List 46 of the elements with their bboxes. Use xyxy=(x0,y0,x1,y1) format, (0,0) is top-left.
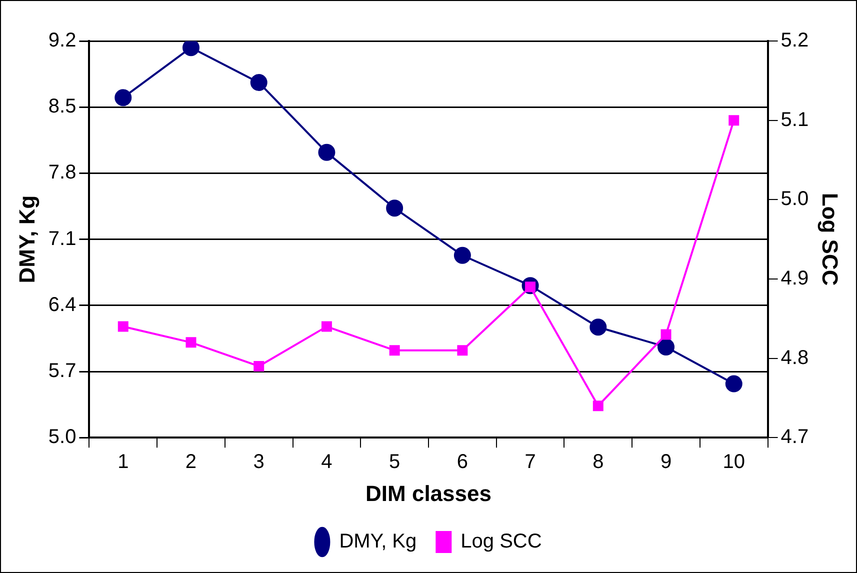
y2-tick-label: 4.7 xyxy=(780,426,809,448)
y-tick-label: 7.1 xyxy=(48,228,76,250)
point xyxy=(590,318,607,336)
legend-label: Log SCC xyxy=(460,530,542,553)
y2-axis-title: Log SCC xyxy=(818,192,843,286)
point xyxy=(386,200,404,217)
y2-tick-label: 5.1 xyxy=(780,108,809,131)
point xyxy=(592,400,604,412)
x-tick-label: 9 xyxy=(660,451,672,474)
y2-tick-label: 4.8 xyxy=(780,346,809,369)
x-tick-label: 1 xyxy=(118,451,129,474)
x-tick-label: 4 xyxy=(321,451,332,474)
y2-tick-label: 5.0 xyxy=(780,188,809,210)
point xyxy=(250,74,268,92)
point xyxy=(118,321,128,332)
point xyxy=(660,329,672,340)
point xyxy=(389,345,400,356)
point xyxy=(457,345,468,356)
point xyxy=(725,375,742,392)
point xyxy=(182,41,200,56)
x-tick-label: 7 xyxy=(524,451,536,474)
x-tick-label: 5 xyxy=(389,451,400,474)
y-tick-label: 8.5 xyxy=(48,96,76,118)
y-tick-label: 9.2 xyxy=(48,30,76,52)
point xyxy=(254,360,264,372)
y-tick-label: 5.0 xyxy=(48,426,76,448)
y2-tick-label: 4.9 xyxy=(780,267,809,290)
y-axis-title: DMY, Kg xyxy=(14,195,40,284)
y-tick-label: 5.7 xyxy=(48,360,76,382)
point xyxy=(186,337,196,348)
point xyxy=(454,246,471,264)
point xyxy=(318,144,336,161)
x-tick-label: 2 xyxy=(185,451,197,474)
y2-tick-label: 5.2 xyxy=(780,30,809,52)
y-tick-label: 7.8 xyxy=(48,162,76,184)
point xyxy=(321,321,332,332)
legend-label: DMY, Kg xyxy=(339,530,417,553)
x-tick-label: 6 xyxy=(456,451,468,474)
point xyxy=(658,338,675,356)
y-tick-label: 6.4 xyxy=(48,294,76,316)
point xyxy=(114,89,132,106)
x-tick-label: 8 xyxy=(592,451,604,474)
x-tick-label: 10 xyxy=(722,451,745,474)
x-tick-label: 3 xyxy=(253,451,264,474)
x-axis-title: DIM classes xyxy=(366,480,492,506)
point xyxy=(728,115,740,126)
